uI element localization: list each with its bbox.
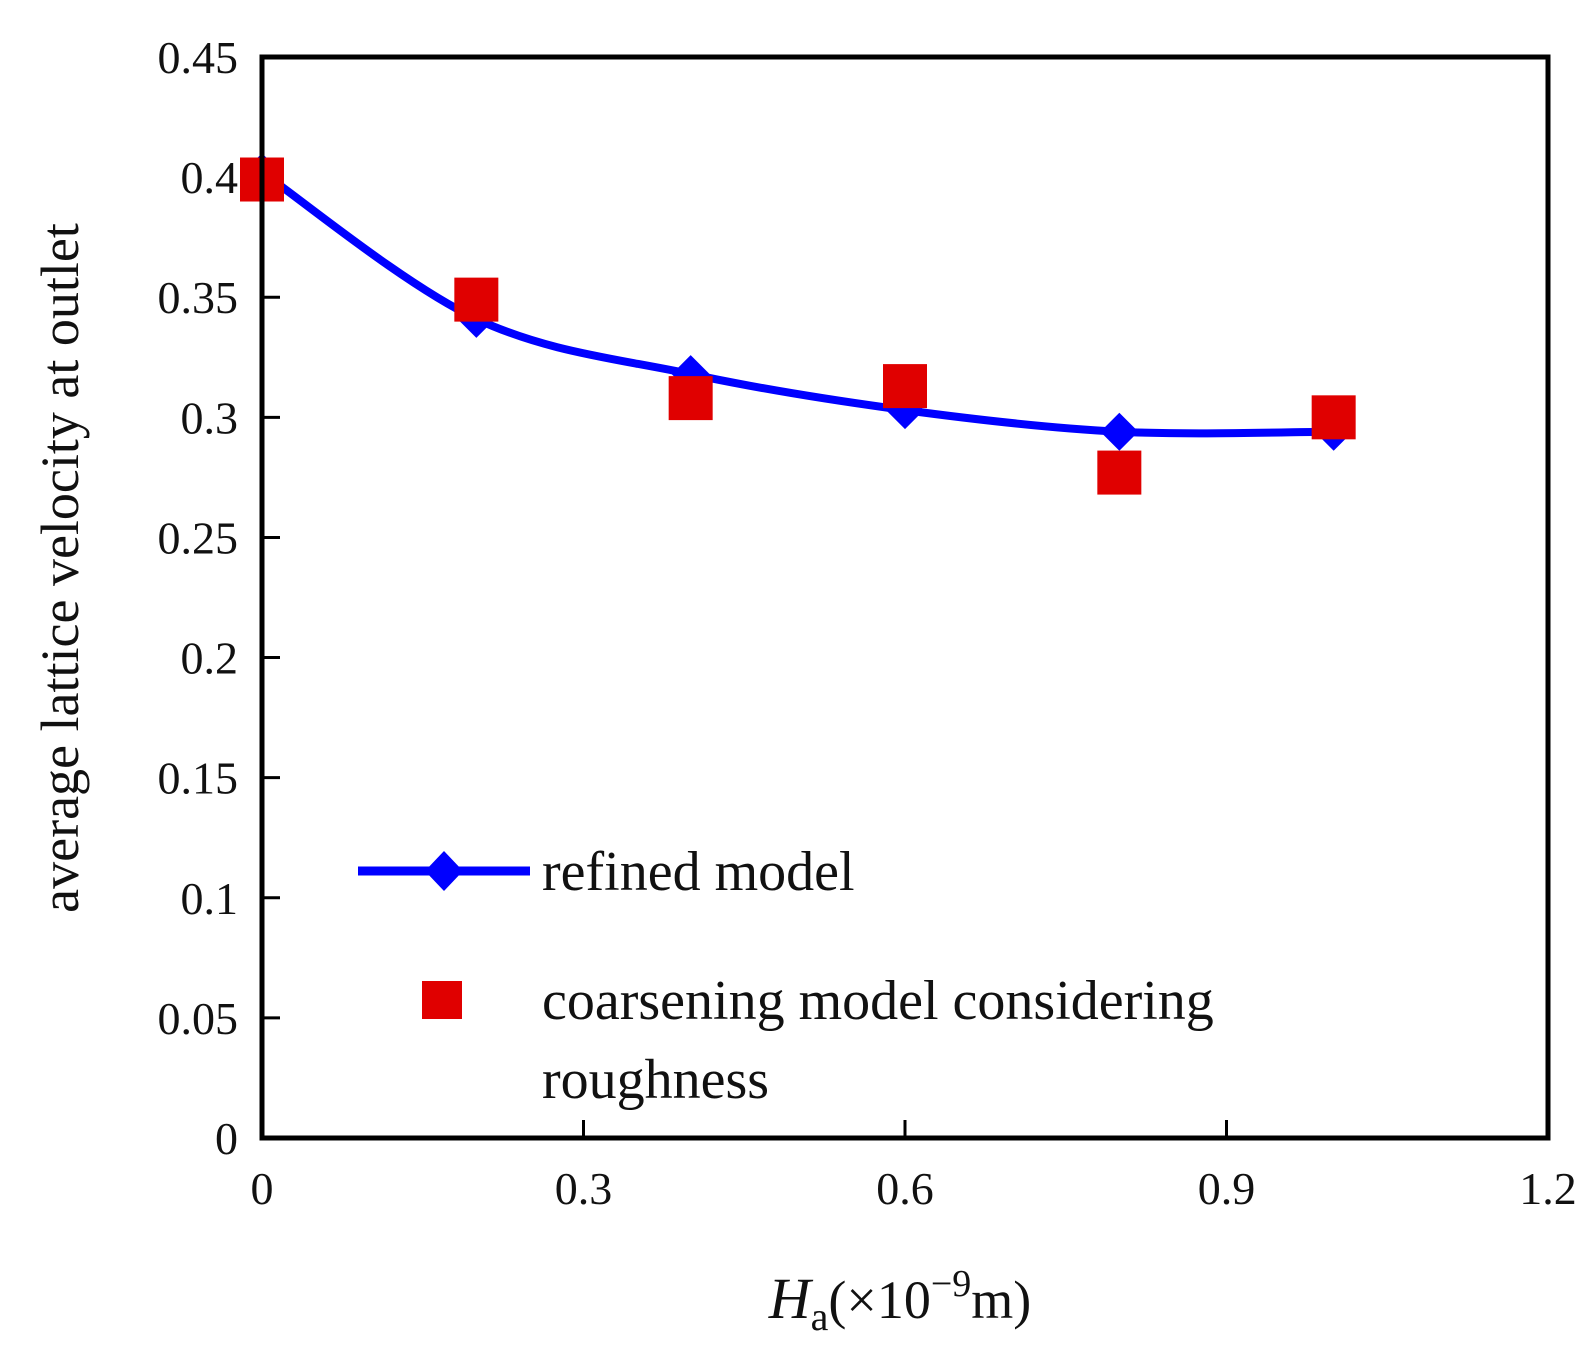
- data-point-refined-model: [1100, 412, 1139, 451]
- x-axis-title-unit-suffix: m): [971, 1270, 1031, 1330]
- series-layer: [240, 153, 1356, 495]
- x-axis-ticks: 0 0.3 0.6 0.9 1.2: [251, 1120, 1577, 1214]
- y-axis-ticks: 0 0.05 0.1 0.15 0.2 0.25 0.3 0.35 0.4 0.45: [158, 32, 280, 1164]
- y-tick-label: 0.3: [181, 392, 239, 443]
- legend-label-coarsening-line-2: roughness: [542, 1049, 769, 1111]
- y-tick-label: 0: [215, 1113, 238, 1164]
- legend-label-coarsening-line-1: coarsening model considering: [542, 970, 1214, 1032]
- x-tick-label: 1.2: [1519, 1163, 1577, 1214]
- y-tick-label: 0.45: [158, 32, 239, 83]
- legend-refined-diamond: [425, 851, 463, 891]
- legend-label-refined: refined model: [542, 841, 855, 903]
- y-tick-label: 0.1: [181, 873, 239, 924]
- y-tick-label: 0.15: [158, 753, 239, 804]
- y-tick-label: 0.35: [158, 272, 239, 323]
- y-axis-title: average lattice velocity at outlet: [30, 223, 90, 913]
- x-axis-title-subscript: a: [811, 1294, 829, 1339]
- x-axis-title-unit-prefix: (×10: [828, 1270, 930, 1330]
- x-axis-title: Ha(×10−9m): [768, 1263, 1032, 1339]
- y-tick-label: 0.05: [158, 993, 239, 1044]
- y-tick-label: 0.25: [158, 512, 239, 563]
- x-tick-label: 0.3: [555, 1163, 613, 1214]
- y-tick-label: 0.2: [181, 633, 239, 684]
- data-point-coarsening-model: [883, 364, 927, 409]
- y-tick-label: 0.4: [181, 152, 239, 203]
- legend: refined model coarsening model consideri…: [358, 841, 1214, 1111]
- x-axis-title-exponent: −9: [931, 1263, 971, 1305]
- x-tick-label: 0.9: [1198, 1163, 1256, 1214]
- x-tick-label: 0.6: [876, 1163, 934, 1214]
- plot-area-frame: [259, 54, 1551, 1141]
- series-line-refined-model: [259, 169, 1334, 438]
- data-point-coarsening-model: [1097, 450, 1142, 495]
- legend-coarsening-square: [422, 981, 462, 1019]
- data-point-coarsening-model: [1311, 395, 1356, 440]
- x-tick-label: 0: [251, 1163, 274, 1214]
- data-point-coarsening-model: [454, 277, 499, 322]
- x-axis-title-variable: H: [768, 1266, 814, 1331]
- data-point-coarsening-model: [668, 376, 713, 421]
